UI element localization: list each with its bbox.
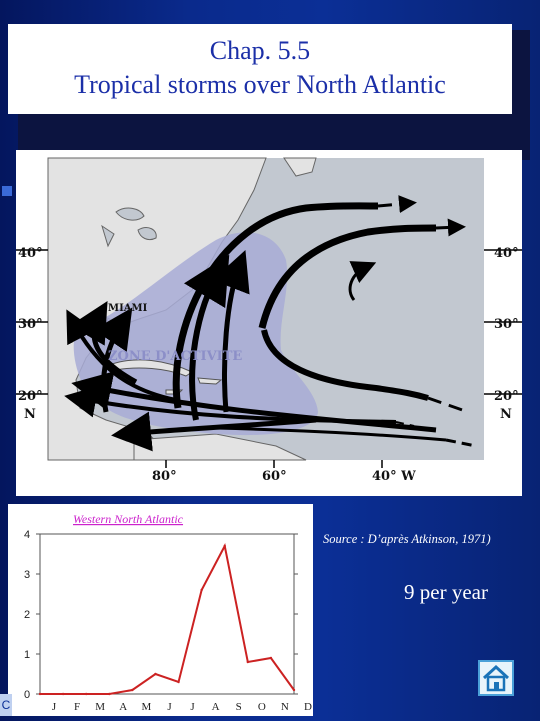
lon-label-80: 80° xyxy=(152,469,177,484)
title-line-2: Tropical storms over North Atlantic xyxy=(74,70,446,99)
storm-track-west-4 xyxy=(215,426,447,442)
y-tick-label: 2 xyxy=(24,609,30,621)
x-tick-label: S xyxy=(236,701,242,713)
monthly-frequency-chart: Western North Atlantic 0 1 2 3 4 J F M A M J J A S O N D xyxy=(8,504,313,716)
map-graphic xyxy=(16,150,522,496)
x-tick-label: A xyxy=(119,701,127,713)
storm-track-arc-inner xyxy=(261,329,429,401)
city-label-miami: MIAMI xyxy=(108,303,148,314)
home-button[interactable] xyxy=(478,660,514,696)
lat-label-left-40: 40° xyxy=(18,246,43,261)
x-tick-label: J xyxy=(190,701,195,713)
greenland-land xyxy=(283,157,317,177)
source-citation: Source : D’après Atkinson, 1971) xyxy=(323,532,491,546)
x-tick-label: A xyxy=(212,701,220,713)
data-point xyxy=(61,692,65,696)
title-line-1: Chap. 5.5 xyxy=(209,36,311,65)
storm-rate-text: 9 per year xyxy=(404,580,488,604)
south-america-land xyxy=(133,433,307,461)
storm-track-recurve-small xyxy=(348,261,377,301)
x-tick-label: M xyxy=(95,701,105,713)
home-icon xyxy=(482,664,510,692)
x-tick-label: F xyxy=(74,701,80,713)
lon-label-40w: 40° W xyxy=(372,469,416,484)
x-tick-label: J xyxy=(52,701,57,713)
bullet-marker xyxy=(2,186,12,196)
plot-frame xyxy=(39,533,295,695)
caribbean-islands xyxy=(111,359,194,377)
storm-track-recurve-2 xyxy=(212,250,250,413)
data-point xyxy=(154,672,157,676)
x-tick-label: N xyxy=(281,701,289,713)
storm-track-arc-outer xyxy=(172,202,379,409)
x-tick-label: J xyxy=(167,701,172,713)
lat-label-left-n: N xyxy=(24,407,36,422)
lat-label-left-20: 20° xyxy=(18,389,43,404)
y-tick-label: 0 xyxy=(24,689,30,701)
storm-track-gulf-1 xyxy=(70,301,138,385)
series-line xyxy=(40,543,295,695)
storm-track-arc-mid xyxy=(258,224,437,329)
lon-label-60: 60° xyxy=(262,469,287,484)
chart-title: Western North Atlantic xyxy=(73,512,184,526)
chart-graphic: Western North Atlantic 0 1 2 3 4 J F M A M J J A S O N D xyxy=(24,512,312,713)
y-tick-label: 1 xyxy=(24,649,30,661)
activity-zone-label: ZONE D'ACTIVITE xyxy=(108,349,243,364)
lat-label-right-30: 30° xyxy=(494,317,519,332)
data-point xyxy=(177,680,180,684)
slide-title: Chap. 5.5 Tropical storms over North Atl… xyxy=(8,24,512,114)
x-tick-label: M xyxy=(141,701,151,713)
data-point xyxy=(131,688,134,692)
lat-label-right-40: 40° xyxy=(494,246,519,261)
x-tick-label: O xyxy=(258,701,266,713)
data-point xyxy=(84,692,88,696)
data-point xyxy=(200,588,203,592)
y-tick-label: 3 xyxy=(24,569,30,581)
data-point xyxy=(108,692,111,696)
slide-icon[interactable]: C xyxy=(0,694,12,716)
data-point xyxy=(38,692,42,696)
lat-label-left-30: 30° xyxy=(18,317,43,332)
x-tick-label: D xyxy=(304,701,312,713)
y-tick-label: 4 xyxy=(24,529,30,541)
lat-label-right-20: 20° xyxy=(494,389,519,404)
data-point xyxy=(223,544,226,548)
storm-track-gulf-2 xyxy=(66,309,177,402)
lat-label-right-n: N xyxy=(500,407,512,422)
storm-track-west-2 xyxy=(64,385,397,424)
data-point xyxy=(292,688,296,692)
data-point xyxy=(246,660,250,664)
storm-track-map: MIAMI ZONE D'ACTIVITE 40° 30° 20° N 40° … xyxy=(16,150,522,496)
data-point xyxy=(269,656,273,660)
storm-track-west-1 xyxy=(71,371,437,433)
storm-track-west-3 xyxy=(111,411,317,452)
